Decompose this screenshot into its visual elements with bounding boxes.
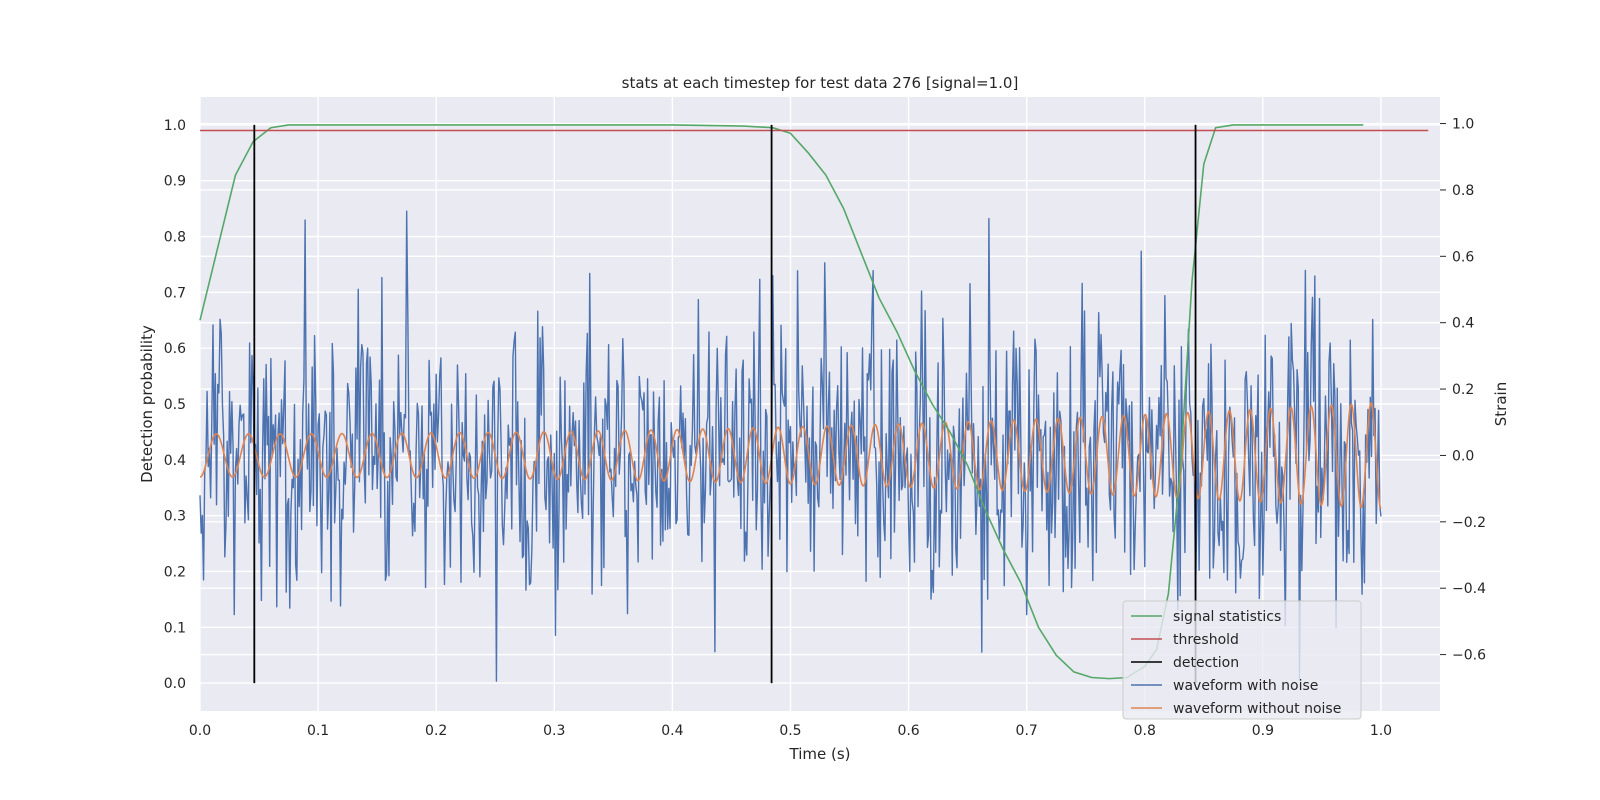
y-tick-label: 0.1 <box>164 620 186 636</box>
y-tick-label: 0.6 <box>164 341 186 357</box>
x-tick-label: 0.2 <box>425 723 447 739</box>
legend-label: threshold <box>1173 632 1239 648</box>
legend-box <box>1122 600 1362 720</box>
y-tick-label: 1.0 <box>164 118 186 134</box>
waveform-without-noise-line <box>199 401 1382 509</box>
y-tick-label: 0.2 <box>164 564 186 580</box>
y-tick-label: 0.7 <box>164 285 186 301</box>
y-axis-title: Detection probability <box>138 325 156 483</box>
y-right-tick-label: −0.4 <box>1452 581 1486 597</box>
y-right-tick-label: 0.0 <box>1452 448 1474 464</box>
y-tick-label: 0.5 <box>164 397 186 413</box>
y-tick-label: 0.8 <box>164 230 186 246</box>
y-right-tick-label: −0.2 <box>1452 515 1486 531</box>
y-axis-right-title: Strain <box>1492 382 1510 426</box>
x-tick-label: 0.9 <box>1252 723 1274 739</box>
y-axis-right: −0.6 −0.4 −0.2 0.0 0.2 0.4 0.6 0.8 1.0 <box>1440 117 1486 664</box>
x-axis-title: Time (s) <box>789 745 851 763</box>
y-right-tick-label: 0.2 <box>1452 382 1474 398</box>
x-tick-label: 0.5 <box>779 723 801 739</box>
y-tick-label: 0.9 <box>164 174 186 190</box>
x-tick-label: 0.4 <box>661 723 683 739</box>
y-right-tick-label: 0.6 <box>1452 249 1474 265</box>
legend-label: detection <box>1173 655 1239 671</box>
y-tick-label: 0.0 <box>164 676 186 692</box>
chart-title: stats at each timestep for test data 276… <box>622 74 1019 92</box>
x-tick-label: 1.0 <box>1370 723 1392 739</box>
legend-label: waveform with noise <box>1173 678 1318 694</box>
y-right-tick-label: 0.8 <box>1452 183 1474 199</box>
waveform-with-noise-line <box>199 210 1382 682</box>
legend-label: waveform without noise <box>1173 701 1341 717</box>
x-tick-label: 0.6 <box>897 723 919 739</box>
x-tick-label: 0.8 <box>1134 723 1156 739</box>
x-tick-label: 0.0 <box>189 723 211 739</box>
legend-label: signal statistics <box>1173 609 1281 625</box>
y-tick-label: 0.3 <box>164 509 186 525</box>
legend: signal statistics threshold detection wa… <box>1122 600 1362 720</box>
y-right-tick-label: 0.4 <box>1452 316 1474 332</box>
series-layer <box>199 124 1429 684</box>
x-axis: 0.0 0.1 0.2 0.3 0.4 0.5 0.6 0.7 0.8 0.9 1.0 <box>189 723 1392 739</box>
x-tick-label: 0.7 <box>1016 723 1038 739</box>
y-right-tick-label: −0.6 <box>1452 648 1486 664</box>
y-axis-left: 0.0 0.1 0.2 0.3 0.4 0.5 0.6 0.7 0.8 0.9 1.0 <box>164 118 186 692</box>
y-tick-label: 0.4 <box>164 453 186 469</box>
y-right-tick-label: 1.0 <box>1452 117 1474 133</box>
x-tick-label: 0.3 <box>543 723 565 739</box>
x-tick-label: 0.1 <box>307 723 329 739</box>
signal-statistics-line <box>199 124 1364 680</box>
